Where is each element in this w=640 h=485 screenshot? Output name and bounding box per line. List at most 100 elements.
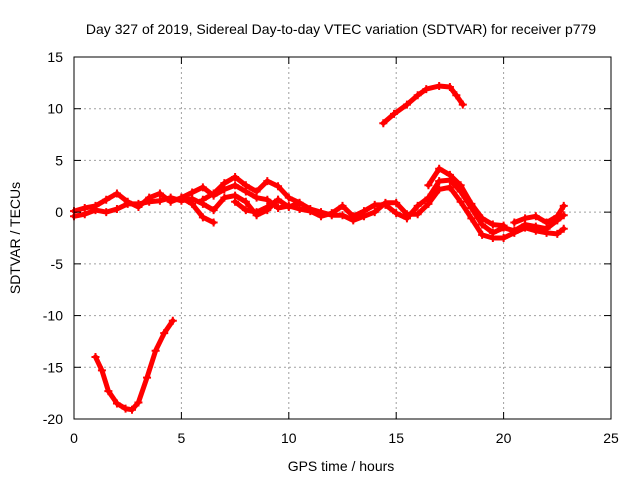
x-tick-label: 15 [388, 430, 404, 446]
data-point [559, 224, 568, 233]
data-point [510, 218, 519, 227]
data-point [284, 202, 293, 211]
data-point [274, 195, 283, 204]
data-point [531, 212, 540, 221]
data-point [160, 329, 169, 338]
y-tick-label: -20 [43, 411, 63, 427]
series-track-d [178, 195, 217, 225]
data-point [104, 387, 113, 396]
data-point [91, 352, 100, 361]
data-point [209, 189, 218, 198]
data-point [424, 199, 433, 208]
data-point [91, 206, 100, 215]
data-point [112, 399, 121, 408]
data-point [559, 211, 568, 220]
x-tick-label: 20 [496, 430, 512, 446]
data-point [435, 81, 444, 90]
data-point [392, 198, 401, 207]
data-point [402, 100, 411, 109]
data-point [327, 211, 336, 220]
data-point [456, 181, 465, 190]
data-point [359, 212, 368, 221]
data-point [102, 195, 111, 204]
data-point [252, 208, 261, 217]
data-point [542, 228, 551, 237]
data-point [80, 210, 89, 219]
data-point [413, 201, 422, 210]
chart-title: Day 327 of 2019, Sidereal Day-to-day VTE… [86, 21, 596, 37]
data-point [467, 199, 476, 208]
data-point [338, 211, 347, 220]
data-point [274, 204, 283, 213]
data-point [155, 189, 164, 198]
data-point [121, 404, 130, 413]
data-point [435, 164, 444, 173]
grid [74, 57, 611, 419]
data-point [112, 189, 121, 198]
data-point [542, 218, 551, 227]
data-point [198, 195, 207, 204]
data-point [478, 214, 487, 223]
data-point [209, 218, 218, 227]
data-point [499, 221, 508, 230]
data-point [553, 229, 562, 238]
x-tick-labels: 0 5 10 15 20 25 [70, 430, 619, 446]
series-track-f [425, 166, 507, 229]
data-point [390, 109, 399, 118]
data-point [422, 85, 431, 94]
data-point [231, 172, 240, 181]
series-track-c [200, 174, 302, 206]
data-point [413, 91, 422, 100]
y-tick-label: 15 [47, 49, 63, 65]
data-point [198, 213, 207, 222]
data-point [531, 226, 540, 235]
data-point [134, 398, 143, 407]
x-tick-label: 5 [178, 430, 186, 446]
data-point [97, 366, 106, 375]
data-point [452, 91, 461, 100]
data-point [349, 216, 358, 225]
plot-frame [73, 56, 612, 420]
data-point [317, 208, 326, 217]
data-point [231, 197, 240, 206]
data-point [145, 197, 154, 206]
data-point [284, 193, 293, 202]
data-point [241, 197, 250, 206]
data-point [177, 193, 186, 202]
data-point [379, 119, 388, 128]
y-tick-label: -10 [43, 308, 63, 324]
data-point [370, 200, 379, 209]
data-point [458, 100, 467, 109]
x-axis-label: GPS time / hours [288, 458, 395, 474]
data-point [445, 82, 454, 91]
data-point [521, 214, 530, 223]
y-tick-label: 10 [47, 101, 63, 117]
data-point [456, 197, 465, 206]
data-point [198, 183, 207, 192]
data-point [370, 208, 379, 217]
data-point [445, 183, 454, 192]
y-tick-label: -5 [51, 256, 64, 272]
data-point [155, 196, 164, 205]
data-point [499, 234, 508, 242]
data-point [306, 205, 315, 214]
data-point [295, 198, 304, 207]
data-point [220, 193, 229, 202]
data-point [488, 234, 497, 242]
data-point [134, 199, 143, 208]
data-point [521, 223, 530, 232]
data-point [413, 210, 422, 219]
x-tick-label: 0 [70, 430, 78, 446]
data-point [478, 230, 487, 239]
data-point [241, 206, 250, 215]
data-point [209, 206, 218, 215]
data-point [559, 201, 568, 210]
plot-data [70, 81, 568, 414]
data-point [553, 212, 562, 221]
data-point [188, 199, 197, 208]
y-tick-label: 5 [55, 152, 63, 168]
data-point [381, 198, 390, 207]
data-point [510, 228, 519, 237]
